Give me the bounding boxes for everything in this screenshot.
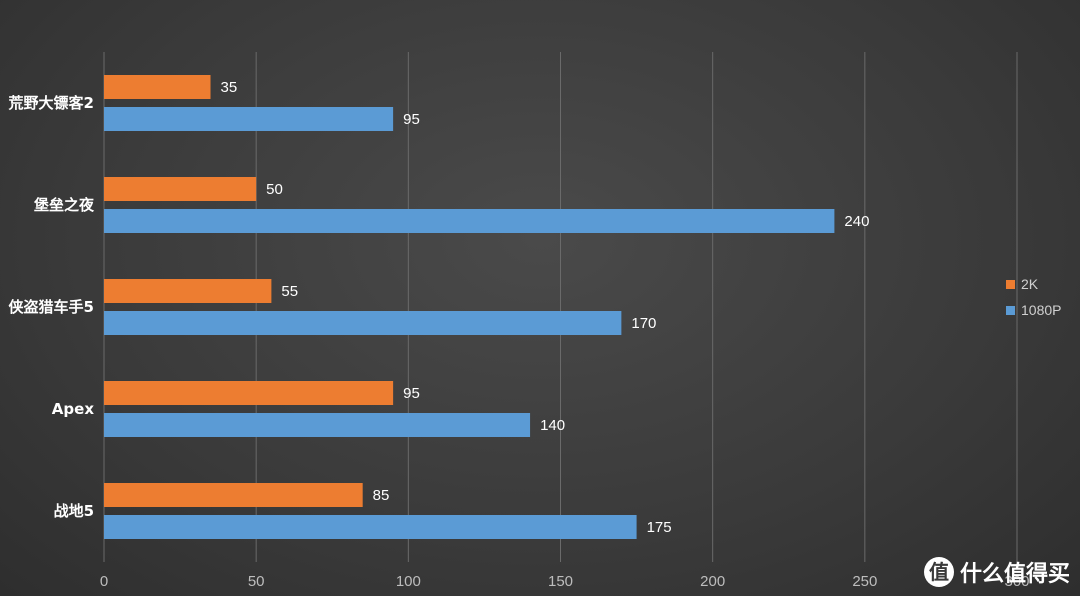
data-label-2K-3: 95	[403, 385, 420, 402]
data-label-1080P-3: 140	[540, 417, 565, 434]
data-label-1080P-2: 170	[631, 315, 656, 332]
legend-label-1080P: 1080P	[1021, 302, 1061, 318]
bar-1080P-3	[104, 413, 531, 437]
bar-1080P-0	[104, 107, 394, 131]
bar-1080P-1	[104, 209, 835, 233]
data-label-2K-1: 50	[266, 181, 283, 198]
bars	[104, 75, 835, 539]
legend-swatch-2K	[1006, 280, 1015, 289]
data-label-2K-0: 35	[221, 79, 238, 96]
data-label-1080P-4: 175	[647, 519, 672, 536]
watermark-text: 什么值得买	[959, 562, 1070, 587]
watermark-logo-icon: 值	[923, 557, 954, 587]
data-label-2K-4: 85	[373, 487, 390, 504]
labels: 荒野大镖客2 35 95 堡垒之夜 50 240 侠盗猎车手5 55 170 Apex 95 140 战…	[9, 79, 870, 536]
data-label-1080P-0: 95	[403, 111, 420, 128]
category-label: 堡垒之夜	[34, 196, 95, 214]
category-label: 侠盗猎车手5	[9, 298, 94, 316]
bar-1080P-4	[104, 515, 637, 539]
bar-2K-3	[104, 381, 394, 405]
x-tick-label-250: 250	[852, 573, 877, 590]
legend: 2K 1080P	[1006, 276, 1061, 318]
watermark: 值 什么值得买	[923, 556, 1070, 588]
x-tick-label-50: 50	[248, 573, 265, 590]
bar-2K-0	[104, 75, 211, 99]
x-tick-label-300: 300	[1004, 573, 1029, 590]
bar-1080P-2	[104, 311, 622, 335]
bar-2K-1	[104, 177, 257, 201]
data-label-1080P-1: 240	[844, 213, 869, 230]
x-tick-label-200: 200	[700, 573, 725, 590]
category-label: 荒野大镖客2	[9, 94, 94, 112]
category-label: 战地5	[54, 502, 94, 520]
bar-2K-2	[104, 279, 272, 303]
bar-2K-4	[104, 483, 363, 507]
data-label-2K-2: 55	[281, 283, 298, 300]
x-axis-ticks: 0 50 100 150 200 250 300	[100, 573, 1030, 590]
x-tick-label-150: 150	[548, 573, 573, 590]
category-label: Apex	[52, 400, 95, 418]
legend-swatch-1080P	[1006, 306, 1015, 315]
grid-lines	[103, 52, 1018, 562]
legend-label-2K: 2K	[1021, 276, 1039, 292]
x-tick-label-100: 100	[396, 573, 421, 590]
x-tick-label-0: 0	[100, 573, 108, 590]
